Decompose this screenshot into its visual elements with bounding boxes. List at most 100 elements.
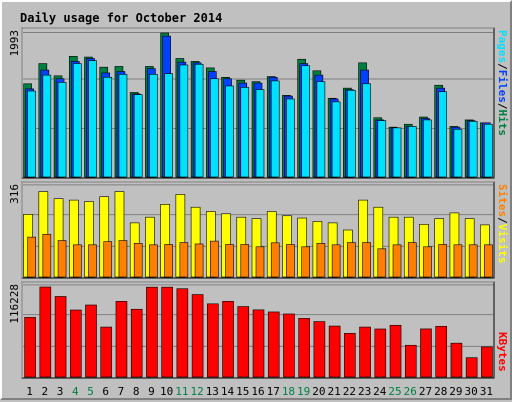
- day-label-31: 31: [480, 385, 493, 398]
- day-label-16: 16: [251, 385, 264, 398]
- kbytes-bar-day-15: [237, 306, 250, 378]
- sites-bar-day-5: [88, 244, 97, 278]
- sites-bar-day-12: [194, 243, 204, 278]
- middle-panel-max-label: 316: [8, 184, 21, 204]
- legend-hits: Hits: [496, 110, 509, 137]
- sites-bar-day-17: [270, 242, 280, 278]
- sites-bar-day-7: [118, 240, 128, 278]
- pages-bar-day-24: [377, 120, 387, 178]
- pages-bar-day-23: [362, 83, 371, 178]
- kbytes-bar-day-27: [420, 328, 432, 378]
- kbytes-bar-day-17: [267, 311, 280, 378]
- day-label-8: 8: [133, 385, 140, 398]
- kbytes-bar-day-30: [465, 357, 478, 378]
- sites-bar-day-21: [331, 244, 341, 278]
- day-label-9: 9: [148, 385, 155, 398]
- pages-bar-day-20: [316, 81, 326, 178]
- kbytes-bar-day-20: [313, 321, 326, 378]
- kbytes-bar-day-9: [146, 286, 158, 378]
- pages-bar-day-19: [301, 65, 310, 178]
- day-label-23: 23: [358, 385, 371, 398]
- middle-panel-legend: Sites/Visits: [496, 184, 509, 264]
- legend-visits: Visits: [496, 224, 509, 264]
- sites-bar-day-4: [72, 244, 82, 278]
- pages-bar-day-8: [133, 94, 143, 178]
- day-label-1: 1: [26, 385, 33, 398]
- legend-sep-3: /: [496, 217, 509, 224]
- hits-files-pages-panel: [21, 27, 495, 179]
- pages-bar-day-10: [164, 73, 173, 178]
- sites-bar-day-27: [423, 246, 432, 278]
- day-label-28: 28: [434, 385, 447, 398]
- day-label-22: 22: [343, 385, 356, 398]
- sites-bar-day-23: [362, 242, 371, 278]
- kbytes-bar-day-25: [389, 324, 402, 378]
- sites-bar-day-9: [149, 244, 158, 278]
- legend-sites: Sites: [496, 184, 509, 217]
- day-label-11: 11: [175, 385, 188, 398]
- pages-bar-day-9: [149, 74, 158, 178]
- kbytes-bar-day-31: [481, 346, 493, 378]
- day-label-15: 15: [236, 385, 249, 398]
- sites-bar-day-10: [164, 244, 173, 278]
- kbytes-bar-day-2: [39, 286, 52, 378]
- sites-bar-day-13: [210, 240, 219, 278]
- kbytes-bar-day-24: [374, 328, 387, 378]
- sites-bar-day-6: [103, 241, 113, 278]
- pages-bar-day-28: [438, 91, 448, 178]
- pages-bar-day-25: [392, 127, 402, 178]
- day-label-29: 29: [449, 385, 462, 398]
- sites-bar-day-8: [133, 243, 143, 278]
- legend-sep-2: /: [496, 103, 509, 110]
- kbytes-bar-day-16: [252, 309, 265, 378]
- kbytes-bar-day-22: [344, 333, 356, 378]
- sites-bar-day-31: [484, 244, 493, 278]
- legend-kbytes: KBytes: [496, 332, 509, 372]
- pages-bar-day-13: [210, 78, 219, 178]
- sites-bar-day-26: [407, 242, 417, 278]
- day-label-4: 4: [72, 385, 79, 398]
- pages-bar-day-12: [194, 63, 204, 178]
- sites-bar-day-16: [255, 246, 265, 278]
- kbytes-bar-day-4: [69, 309, 82, 378]
- pages-bar-day-5: [88, 60, 97, 178]
- day-label-13: 13: [206, 385, 219, 398]
- pages-bar-day-17: [270, 80, 280, 178]
- pages-bar-day-2: [42, 74, 52, 178]
- bottom-panel-max-label: 116228: [8, 284, 21, 324]
- sites-bar-day-14: [225, 244, 234, 278]
- kbytes-bar-day-3: [54, 296, 67, 378]
- day-label-24: 24: [373, 385, 387, 398]
- day-label-18: 18: [282, 385, 295, 398]
- kbytes-bar-day-12: [191, 294, 204, 378]
- day-label-20: 20: [312, 385, 325, 398]
- pages-bar-day-15: [240, 87, 250, 178]
- legend-files: Files: [496, 70, 509, 103]
- sites-bar-day-25: [392, 244, 402, 278]
- pages-bar-day-27: [423, 119, 432, 178]
- kbytes-bar-day-6: [100, 326, 113, 378]
- kbytes-bar-day-13: [207, 303, 219, 378]
- kbytes-bar-day-23: [359, 326, 371, 378]
- day-label-5: 5: [87, 385, 94, 398]
- kbytes-bar-day-8: [130, 308, 143, 378]
- sites-bar-day-20: [316, 243, 326, 278]
- kbytes-bar-day-18: [283, 313, 295, 378]
- sites-bar-day-18: [286, 244, 295, 278]
- legend-pages: Pages: [496, 30, 509, 63]
- chart-title: Daily usage for October 2014: [20, 11, 222, 25]
- day-label-30: 30: [465, 385, 478, 398]
- sites-bar-day-19: [301, 246, 310, 278]
- top-panel-max-label: 1993: [8, 30, 21, 57]
- kbytes-bar-day-19: [298, 318, 310, 378]
- kbytes-bar-day-11: [176, 288, 189, 378]
- day-label-26: 26: [404, 385, 417, 398]
- legend-sep-1: /: [496, 63, 509, 70]
- sites-bar-day-11: [179, 242, 189, 278]
- pages-bar-day-18: [286, 98, 295, 178]
- day-label-6: 6: [102, 385, 109, 398]
- sites-bar-day-28: [438, 244, 448, 278]
- pages-bar-day-1: [27, 90, 36, 178]
- sites-bar-day-29: [453, 244, 463, 278]
- pages-bar-day-4: [72, 63, 82, 178]
